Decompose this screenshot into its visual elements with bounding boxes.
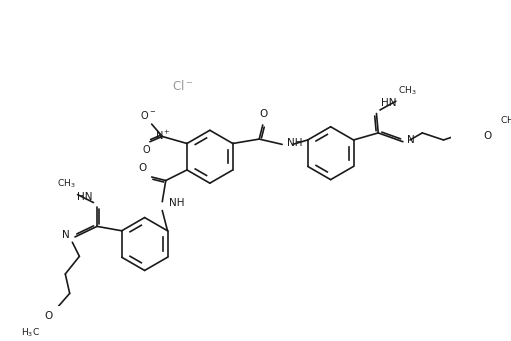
Text: O: O — [44, 311, 53, 321]
Text: H$_3$C: H$_3$C — [21, 326, 40, 339]
Text: O: O — [260, 109, 268, 119]
Text: O: O — [138, 163, 146, 173]
Text: HN: HN — [381, 98, 397, 108]
Text: CH$_3$: CH$_3$ — [398, 84, 416, 97]
Text: N$^+$: N$^+$ — [155, 129, 171, 142]
Text: O$^-$: O$^-$ — [140, 108, 156, 121]
Text: N: N — [62, 230, 69, 240]
Text: HN: HN — [77, 192, 92, 202]
Text: O: O — [483, 131, 492, 142]
Text: CH$_3$: CH$_3$ — [57, 178, 76, 190]
Text: NH: NH — [169, 198, 185, 208]
Text: NH: NH — [287, 138, 303, 148]
Text: CH$_3$: CH$_3$ — [500, 114, 511, 127]
Text: Cl$^-$: Cl$^-$ — [172, 79, 193, 93]
Text: N: N — [407, 135, 415, 145]
Text: O: O — [143, 145, 150, 155]
